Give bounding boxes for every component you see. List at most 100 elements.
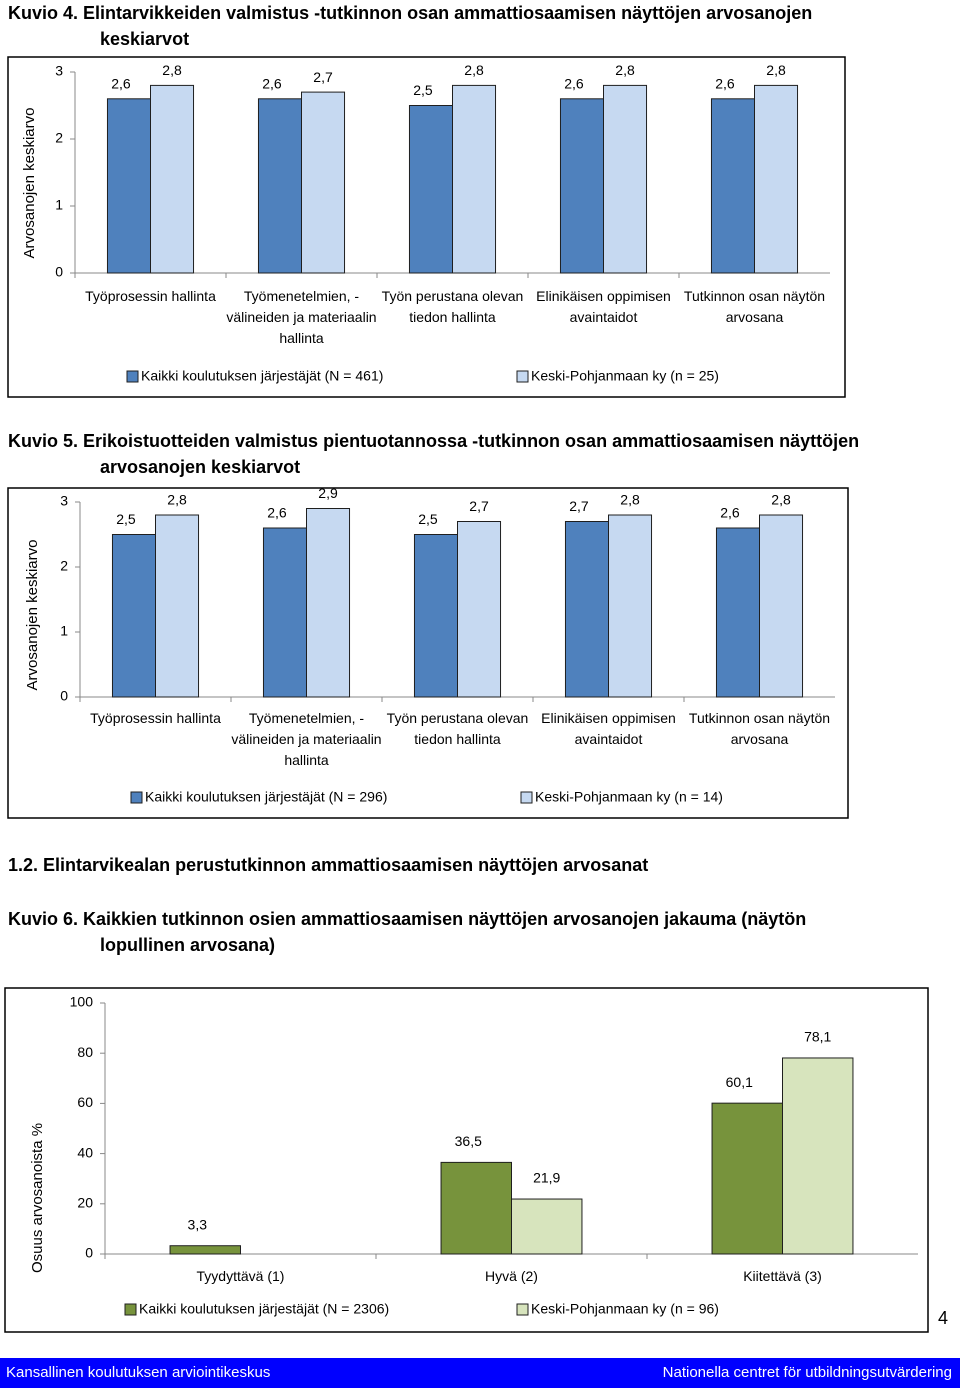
x-tick-label: Työn perustana olevan tiedon hallinta: [386, 710, 529, 747]
bar: [710, 98, 756, 274]
x-tick-label: Kiitettävä (3): [743, 1268, 822, 1284]
x-tick-label: Työn perustana olevan tiedon hallinta: [381, 288, 524, 325]
legend-swatch: [520, 791, 533, 804]
y-tick-label: 3: [55, 63, 63, 79]
chart-frame: [4, 987, 929, 1333]
y-tick-label: 0: [55, 264, 63, 280]
bar: [564, 521, 610, 698]
value-label: 2,8: [162, 62, 182, 78]
y-tick-label: 2: [60, 558, 68, 574]
x-tick-label: Tutkinnon osan näytön arvosana: [688, 710, 831, 747]
value-label: 2,7: [313, 69, 333, 85]
value-label: 2,5: [413, 82, 433, 98]
bar: [759, 514, 804, 698]
y-tick-label: 2: [55, 130, 63, 146]
value-label: 2,6: [262, 76, 282, 92]
x-tick-label: Työmenetelmien, -välineiden ja materiaal…: [231, 710, 382, 768]
value-label: 2,8: [167, 492, 187, 508]
bar: [603, 84, 648, 274]
legend-label: Keski-Pohjanmaan ky (n = 96): [531, 1301, 719, 1317]
figure-caption: Kuvio 5. Erikoistuotteiden valmistus pie…: [8, 431, 860, 477]
legend-label: Keski-Pohjanmaan ky (n = 14): [535, 789, 723, 805]
y-tick-label: 1: [55, 197, 63, 213]
y-tick-label: 60: [77, 1094, 93, 1110]
value-label: 36,5: [455, 1133, 482, 1149]
value-label: 2,8: [771, 492, 791, 508]
y-axis-title: Arvosanojen keskiarvo: [21, 108, 38, 259]
x-tick-label: Työprosessin hallinta: [90, 710, 221, 726]
legend-swatch: [124, 1303, 137, 1316]
value-label: 2,9: [318, 485, 338, 501]
value-label: 2,6: [111, 76, 131, 92]
legend-label: Kaikki koulutuksen järjestäjät (N = 461): [141, 368, 383, 384]
value-label: 60,1: [726, 1074, 753, 1090]
x-tick-label: Hyvä (2): [485, 1268, 538, 1284]
bar: [711, 1102, 783, 1255]
y-tick-label: 20: [77, 1195, 93, 1211]
bar: [457, 521, 502, 698]
y-axis-title: Osuus arvosanoista %: [29, 1123, 46, 1273]
y-tick-label: 80: [77, 1044, 93, 1060]
x-tick-label: Työmenetelmien, -välineiden ja materiaal…: [226, 288, 377, 346]
bar: [440, 1161, 513, 1255]
footer: Kansallinen koulutuksen arviointikeskus …: [0, 1358, 960, 1388]
y-tick-label: 0: [85, 1245, 93, 1261]
bar: [559, 98, 605, 274]
value-label: 2,5: [418, 511, 438, 527]
value-label: 2,6: [267, 505, 287, 521]
bar: [511, 1198, 583, 1255]
value-label: 3,3: [188, 1216, 208, 1232]
value-label: 2,7: [469, 498, 489, 514]
figure-caption: Kuvio 6. Kaikkien tutkinnon osien ammatt…: [8, 909, 807, 955]
page-number: 4: [938, 1308, 949, 1328]
value-label: 2,6: [720, 505, 740, 521]
value-label: 2,8: [766, 62, 786, 78]
chart-frame: [7, 487, 849, 819]
bar: [408, 105, 453, 274]
footer-right: Nationella centret för utbildningsutvärd…: [662, 1364, 952, 1381]
value-label: 2,8: [464, 62, 484, 78]
figure-caption: Kuvio 4. Elintarvikkeiden valmistus -tut…: [8, 3, 813, 49]
y-axis-title: Arvosanojen keskiarvo: [24, 540, 41, 691]
y-tick-label: 40: [77, 1144, 93, 1160]
y-tick-label: 100: [70, 994, 94, 1010]
bar: [301, 91, 346, 274]
y-tick-label: 0: [60, 688, 68, 704]
bar: [306, 508, 351, 698]
bar: [754, 84, 799, 274]
value-label: 21,9: [533, 1170, 560, 1186]
x-tick-label: Elinikäisen oppimisen avaintaidot: [536, 288, 671, 325]
x-tick-label: Tyydyttävä (1): [196, 1268, 285, 1284]
footer-left: Kansallinen koulutuksen arviointikeskus: [6, 1364, 271, 1381]
bar: [106, 98, 151, 274]
value-label: 2,8: [615, 62, 635, 78]
bar: [413, 534, 458, 698]
bar: [155, 514, 200, 698]
legend-swatch: [126, 370, 139, 383]
legend-swatch: [516, 1303, 529, 1316]
x-tick-label: Tutkinnon osan näytön arvosana: [683, 288, 826, 325]
value-label: 2,6: [715, 76, 735, 92]
legend-swatch: [516, 370, 529, 383]
y-tick-label: 1: [60, 623, 68, 639]
bar: [150, 84, 195, 274]
legend-label: Kaikki koulutuksen järjestäjät (N = 296): [145, 789, 387, 805]
bar: [452, 84, 497, 274]
bar: [782, 1057, 854, 1255]
bar: [111, 534, 156, 698]
chart-frame: [7, 56, 846, 398]
x-tick-label: Elinikäisen oppimisen avaintaidot: [541, 710, 676, 747]
bar: [262, 527, 307, 698]
value-label: 2,8: [620, 492, 640, 508]
value-label: 2,5: [116, 511, 136, 527]
section-heading: 1.2. Elintarvikealan perustutkinnon amma…: [8, 855, 649, 875]
y-tick-label: 3: [60, 493, 68, 509]
bar: [169, 1245, 241, 1255]
value-label: 2,6: [564, 76, 584, 92]
legend-label: Keski-Pohjanmaan ky (n = 25): [531, 368, 719, 384]
x-tick-label: Työprosessin hallinta: [85, 288, 216, 304]
bar: [608, 514, 653, 698]
bar: [257, 98, 302, 274]
